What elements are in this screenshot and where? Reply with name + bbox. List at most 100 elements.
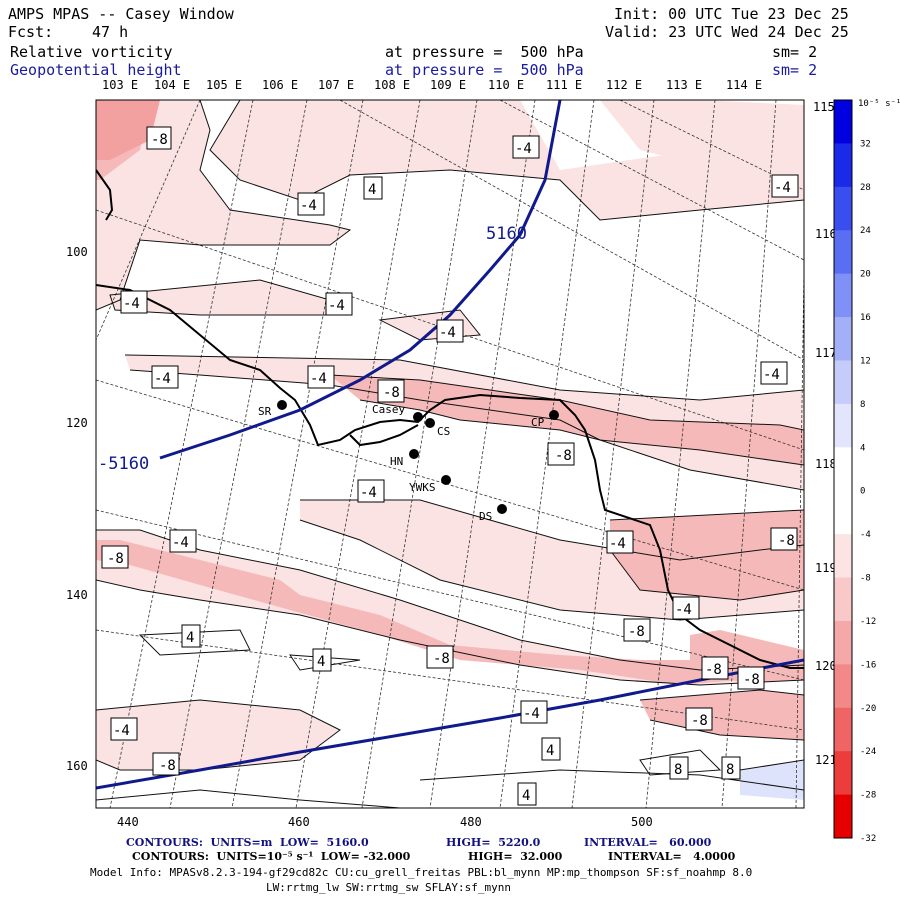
- y-tick: 160: [66, 759, 88, 773]
- contour-label: -4: [113, 723, 130, 739]
- x-tick: 500: [631, 815, 653, 829]
- valid-time: Valid: 23 UTC Wed 24 Dec 25: [605, 23, 849, 41]
- colorbar: 32 28 24 20 16 12 8 4 0 -4 -8 -12 -16 -20 -24 -28 -32: [833, 99, 876, 844]
- contour-label: 4: [522, 788, 530, 804]
- forecast-value: 47 h: [92, 23, 129, 41]
- lon-label: 105 E: [206, 78, 242, 92]
- station-marker: [549, 410, 559, 420]
- colorbar-label: 24: [860, 226, 871, 236]
- contour-label: -8: [743, 672, 760, 688]
- contour-label: -4: [172, 535, 189, 551]
- colorbar-swatch: [834, 230, 852, 275]
- contour-label: 4: [368, 182, 376, 198]
- lon-label: 107 E: [318, 78, 354, 92]
- station-label: CS: [437, 425, 450, 438]
- colorbar-label: 12: [860, 356, 871, 366]
- y-tick: 120: [66, 416, 88, 430]
- footer-height-interval: INTERVAL= 60.000: [584, 836, 712, 849]
- map-canvas: 103 E 104 E 105 E 106 E 107 E 108 E 109 …: [66, 78, 900, 844]
- contour-label: -4: [123, 296, 140, 312]
- map-title: AMPS MPAS -- Casey Window: [8, 5, 234, 23]
- station-label: Casey: [372, 403, 405, 416]
- colorbar-swatch: [834, 794, 852, 839]
- colorbar-swatch: [834, 317, 852, 361]
- x-tick: 440: [117, 815, 139, 829]
- contour-label: -8: [778, 533, 795, 549]
- colorbar-label: 16: [860, 313, 871, 323]
- contour-label: 8: [726, 762, 734, 778]
- lon-label: 112 E: [606, 78, 642, 92]
- station-marker: [441, 475, 451, 485]
- lon-label: 114 E: [726, 78, 762, 92]
- height-contour-5160-north: [159, 100, 562, 460]
- contour-label: -4: [774, 180, 791, 196]
- station-label: HN: [390, 455, 403, 468]
- colorbar-frame: [833, 99, 853, 839]
- station-label: DS: [479, 510, 492, 523]
- y-tick: 140: [66, 588, 88, 602]
- colorbar-label: 32: [860, 139, 871, 149]
- contour-label: -8: [433, 651, 450, 667]
- contour-label: -4: [609, 536, 626, 552]
- contour-label: -8: [628, 624, 645, 640]
- colorbar-unit: 10⁻⁵ s⁻¹: [858, 99, 900, 109]
- contour-label: -4: [360, 485, 377, 501]
- colorbar-swatch: [834, 664, 852, 709]
- colorbar-swatch: [834, 707, 852, 752]
- colorbar-label: -32: [860, 834, 876, 844]
- footer-height-contours: CONTOURS: UNITS=m LOW= 5160.0: [126, 836, 369, 849]
- field-vorticity: Relative vorticity: [10, 43, 173, 61]
- forecast-label: Fcst:: [8, 23, 54, 41]
- contour-label: -8: [107, 551, 124, 567]
- contour-label: -4: [300, 198, 317, 214]
- colorbar-label: -16: [860, 660, 876, 670]
- colorbar-swatch: [834, 273, 852, 318]
- coastline-west: [96, 169, 114, 221]
- contour-label: 4: [546, 743, 554, 759]
- lon-label: 111 E: [546, 78, 582, 92]
- plot-frame: [95, 99, 805, 809]
- colorbar-label: 20: [860, 270, 871, 280]
- contour-label: 8: [674, 762, 682, 778]
- footer-vort-high: HIGH= 32.000: [468, 850, 563, 863]
- colorbar-label: -8: [860, 574, 871, 584]
- smoothing-2: sm= 2: [772, 61, 818, 79]
- contour-label: -8: [555, 448, 572, 464]
- colorbar-swatch: [834, 360, 852, 405]
- station-label: CP: [531, 416, 545, 429]
- contour-label: -8: [151, 132, 168, 148]
- contour-label: 4: [317, 654, 325, 670]
- colorbar-label: 8: [860, 400, 865, 410]
- height-label-neg5160: -5160: [98, 454, 149, 474]
- footer-vort-contours: CONTOURS: UNITS=10⁻⁵ s⁻¹ LOW= -32.000: [132, 850, 411, 863]
- contour-label: -8: [705, 662, 722, 678]
- contour-label: -4: [523, 706, 540, 722]
- top-longitude-labels: 103 E 104 E 105 E 106 E 107 E 108 E 109 …: [102, 78, 762, 92]
- colorbar-swatch: [834, 100, 852, 144]
- colorbar-label: -20: [860, 704, 876, 714]
- station-label: SR: [258, 405, 272, 418]
- stations: SR Casey CS CP HN YWKS DS: [258, 400, 559, 523]
- pressure-level-2: at pressure = 500 hPa: [385, 61, 584, 79]
- lon-label: 110 E: [488, 78, 524, 92]
- y-axis-ticks: 100 120 140 160: [66, 245, 88, 773]
- vorticity-shading: [96, 100, 804, 800]
- colorbar-label: -24: [860, 747, 876, 757]
- colorbar-swatch: [834, 186, 852, 231]
- colorbar-swatch: [834, 577, 852, 622]
- contour-label: -4: [515, 141, 532, 157]
- init-time: Init: 00 UTC Tue 23 Dec 25: [614, 5, 849, 23]
- station-marker: [413, 412, 423, 422]
- colorbar-label: -28: [860, 791, 876, 801]
- contour-label: -8: [383, 385, 400, 401]
- contour-label: -8: [159, 758, 176, 774]
- footer-model-info: Model Info: MPASv8.2.3-194-gf29cd82c CU:…: [90, 866, 753, 879]
- colorbar-label: 0: [860, 487, 865, 497]
- contour-label: -4: [439, 325, 456, 341]
- lon-label: 104 E: [154, 78, 190, 92]
- station-marker: [497, 504, 507, 514]
- graticule: [96, 100, 804, 808]
- contour-label: -4: [675, 602, 692, 618]
- contour-label: 4: [186, 630, 194, 646]
- colorbar-label: -4: [860, 530, 871, 540]
